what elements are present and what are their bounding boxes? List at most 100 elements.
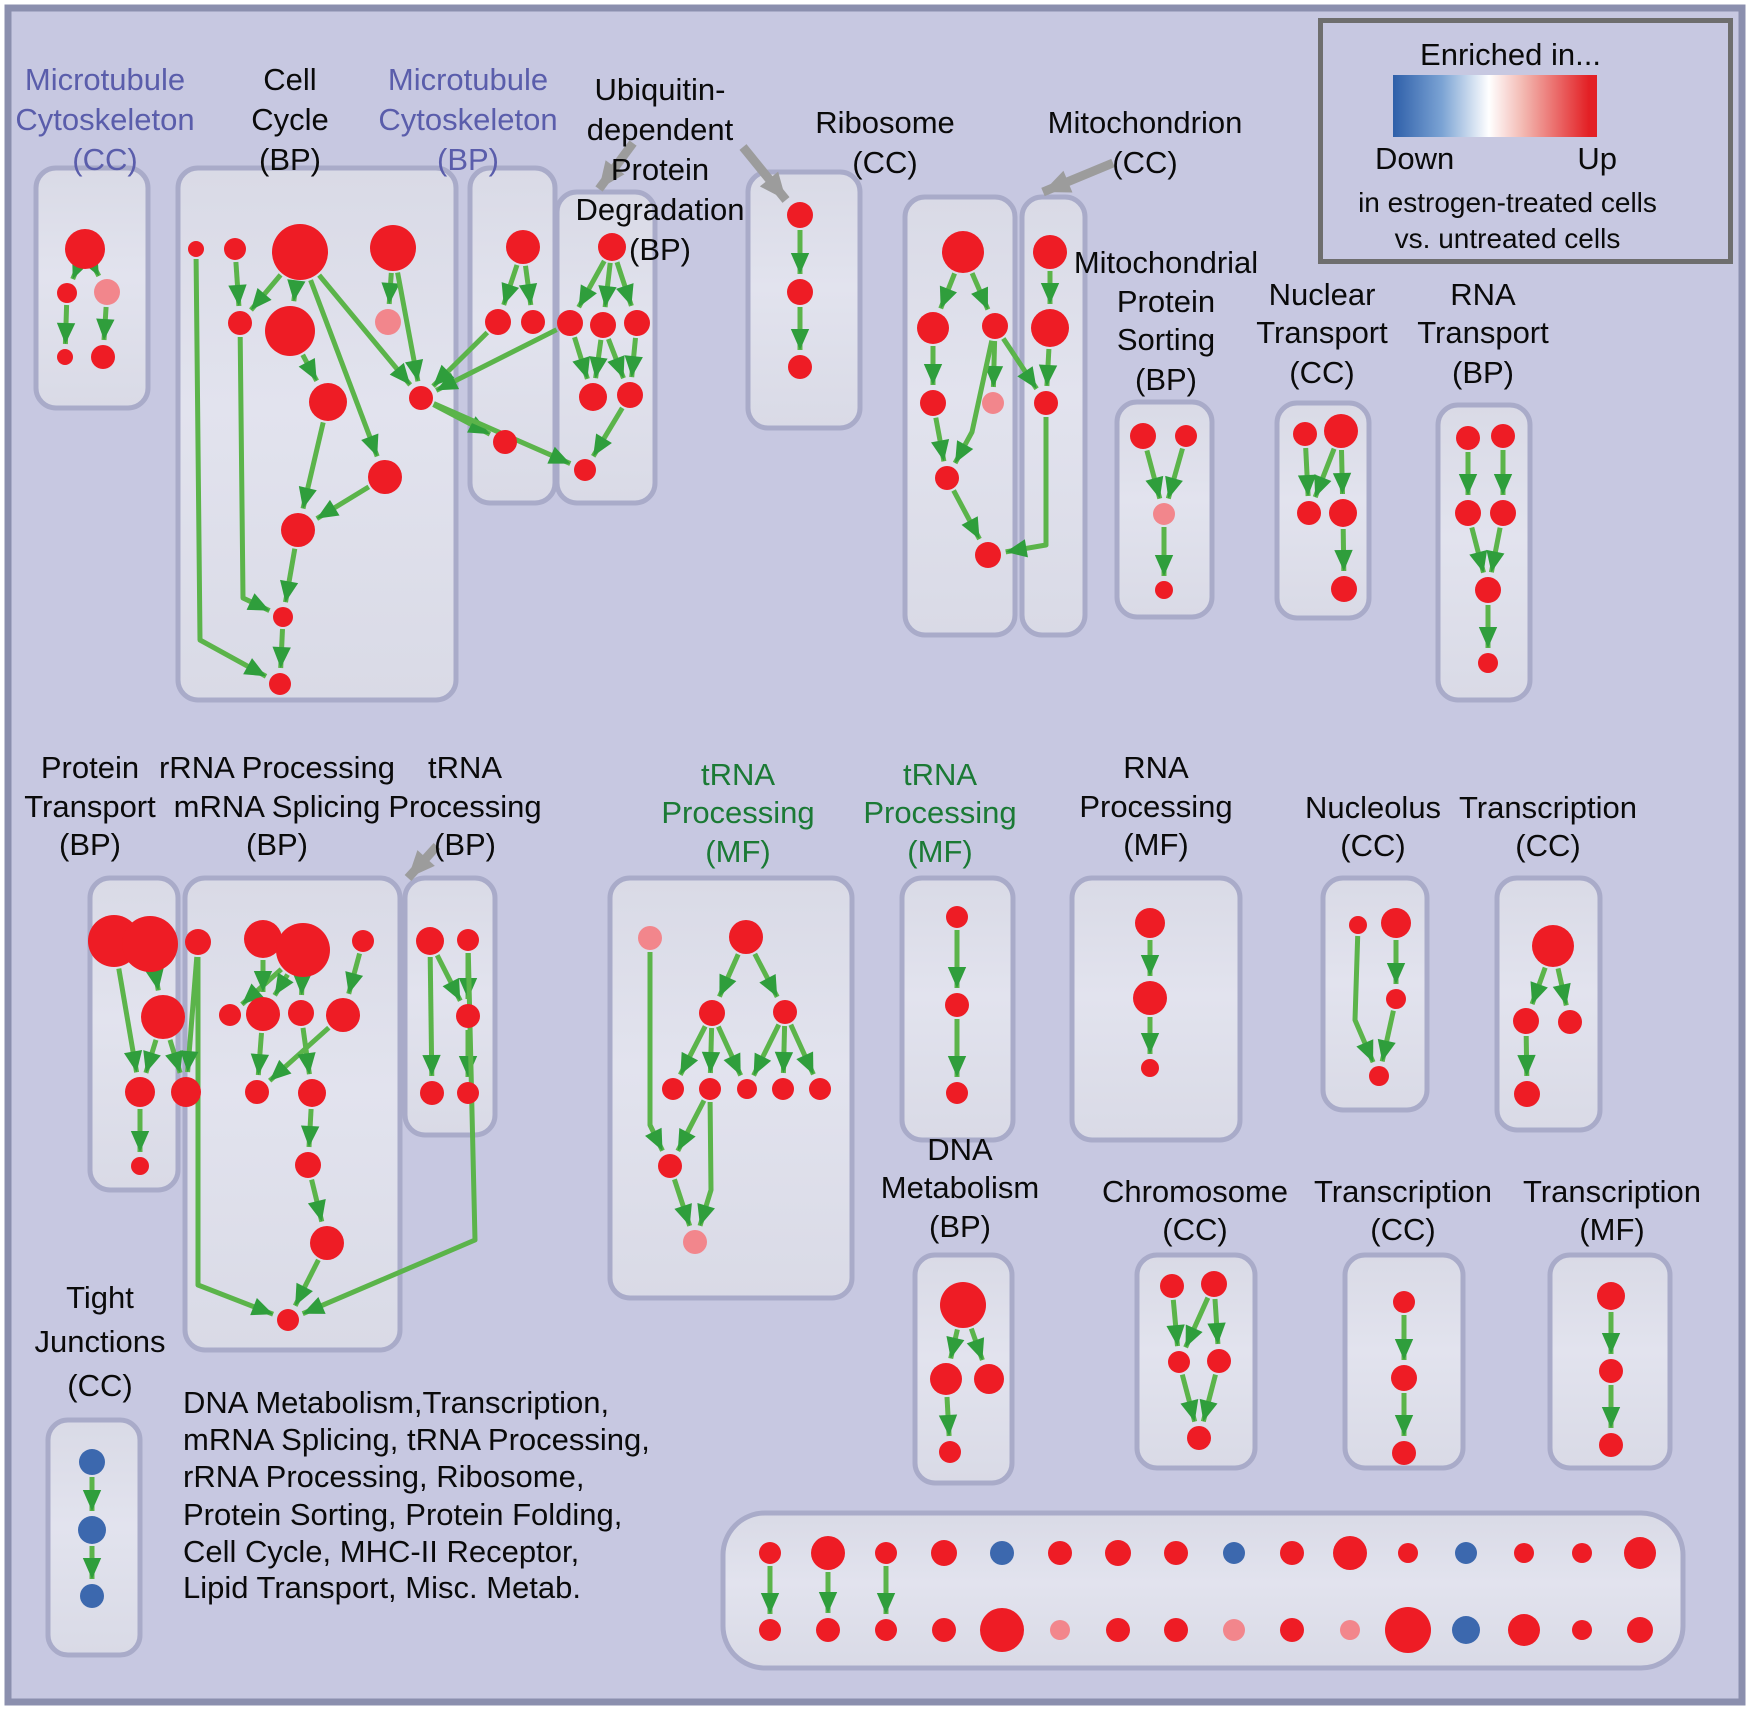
go-term-node-red [1280,1618,1304,1642]
edge-arrow [606,338,626,380]
edge-arrow [931,417,950,462]
cluster-box-misc-clusters-strip [720,1510,1686,1671]
go-term-node-red [945,993,969,1017]
edge-arrow [81,253,102,278]
go-term-node-red [737,1079,757,1099]
go-term-node-red [171,1077,201,1107]
edge-arrow [572,336,590,380]
go-term-node-blue [1452,1616,1480,1644]
cluster-label-mitochondrial-protein-sorting-bp: Mitochondrial Protein Sorting (BP) [1074,245,1258,397]
edge-arrow [1166,1299,1185,1347]
go-term-node-red [772,1078,794,1100]
label-pointer-arrow [595,140,637,192]
go-term-node-blue [78,1516,106,1544]
edge-arrow [1183,1296,1211,1349]
edge-arrow [250,1032,270,1076]
go-term-node-red [246,997,280,1031]
go-term-node-red [1164,1618,1188,1642]
go-term-node-red [420,1081,444,1105]
go-term-node-red [245,1080,269,1104]
go-term-node-red [1393,1291,1415,1313]
edge-arrow [501,264,520,306]
legend-axis-labels: Down Up [1375,141,1617,177]
go-term-node-red [131,1157,149,1175]
go-term-node-red [617,382,643,408]
go-term-node-red [1369,1066,1389,1086]
go-term-node-red [456,1004,480,1028]
edge-arrow [518,265,538,306]
go-term-node-pink [94,279,120,305]
go-term-node-red [298,1079,326,1107]
go-term-node-pink [982,392,1004,414]
go-term-node-red [787,279,813,305]
go-term-node-red [272,224,328,280]
go-term-node-red [787,202,813,228]
legend-caption-line2: vs. untreated cells [1394,223,1621,254]
go-term-node-red [598,233,626,261]
go-term-node-red [875,1542,897,1564]
edge-arrow [774,1025,794,1074]
cluster-label-transcription-cc-mid: Transcription (CC) [1459,790,1637,863]
go-term-node-red [1106,1618,1130,1642]
go-term-node-red [521,310,545,334]
cluster-box-chromosome-cc [1134,1252,1258,1471]
edge-arrow [614,261,634,307]
go-term-node-pink [683,1230,707,1254]
legend-caption: in estrogen-treated cells vs. untreated … [1323,185,1692,257]
go-term-node-red [773,1000,797,1024]
go-term-node-red [409,386,433,410]
edge-arrow [697,1101,715,1227]
go-term-node-red [1329,499,1357,527]
cluster-label-mitochondrion-cc: Mitochondrion (CC) [1048,105,1243,180]
legend-box: Enriched in... Down Up in estrogen-treat… [1318,18,1733,264]
edge-arrow [308,279,380,458]
go-term-node-red [1048,1541,1072,1565]
misc-clusters-text-line: Protein Sorting, Protein Folding, [183,1497,622,1532]
cluster-label-cell-cycle-bp: Cell Cycle (BP) [251,62,329,177]
go-term-node-red [1513,1008,1539,1034]
edge-arrow [751,1023,782,1077]
go-term-node-pink [1153,503,1175,525]
go-term-node-red [699,1000,725,1026]
go-term-node-red [975,542,1001,568]
edge-arrow [675,1099,707,1153]
go-term-node-red [931,1540,957,1566]
go-term-node-red [811,1536,845,1570]
edge-arrow [1001,337,1039,391]
go-term-node-red [1187,1426,1211,1450]
go-term-node-red [939,1441,961,1463]
go-term-node-red [309,383,347,421]
edge-arrow [1179,1373,1199,1423]
go-term-node-red [1599,1359,1623,1383]
edge-arrow [946,1328,965,1360]
edge-arrow [307,1179,326,1223]
go-term-node-red [574,459,596,481]
go-term-node-red [244,920,282,958]
go-term-node-red [624,310,650,336]
go-term-node-pink [1340,1620,1360,1640]
edge-arrow [1332,449,1352,495]
go-term-node-red [219,1004,241,1026]
edge-arrow [1312,447,1337,499]
go-term-node-red [1572,1620,1592,1640]
go-term-node-red [932,1618,956,1642]
edge-arrow [717,953,741,998]
edge-arrow [298,421,326,510]
edge-arrow [788,1023,816,1076]
go-term-node-red [485,309,511,335]
cluster-label-transcription-mf: Transcription (MF) [1523,1174,1701,1247]
go-term-node-red [273,607,293,627]
edge-arrow [70,256,90,281]
cluster-label-trna-processing-bp: tRNA Processing (BP) [388,750,541,862]
edge-arrow [280,548,299,603]
edge-arrow [145,968,164,991]
edge-arrow [249,273,283,312]
go-term-node-red [590,312,616,338]
go-term-node-red [1168,1351,1190,1373]
go-term-node-red [1532,925,1574,967]
go-term-node-red [759,1619,781,1641]
go-term-node-red [269,673,291,695]
edge-arrow [716,1025,743,1077]
go-term-node-red [1349,916,1367,934]
